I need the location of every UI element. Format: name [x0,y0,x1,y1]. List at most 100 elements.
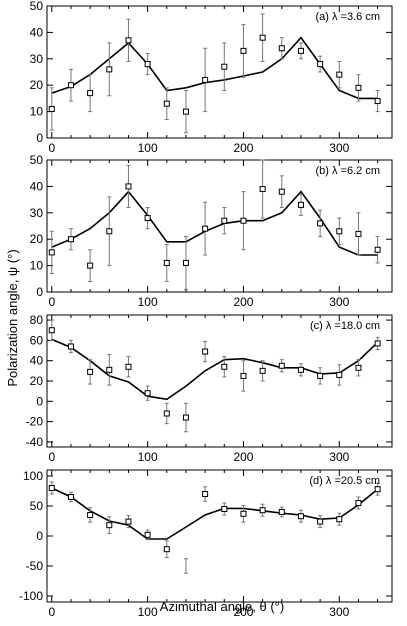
data-point [125,183,132,190]
data-point [202,76,209,83]
y-tick-label: -100 [19,589,43,603]
panel-label: (d) λ =20.5 cm [309,475,380,487]
panel-label: (c) λ =18.0 cm [310,320,380,332]
y-tick-label: -50 [26,559,44,573]
data-point [297,513,304,520]
data-point [106,228,113,235]
y-tick-label: 40 [30,25,44,39]
data-point [317,220,324,227]
x-tick-label: 200 [233,450,253,464]
panel-1: 0 100 200 300 0 10 20 30 40 50 (b) λ =6.2 cm [30,153,393,309]
y-tick-label: 50 [30,0,44,13]
data-point [259,34,266,41]
data-point [221,363,228,370]
data-point [221,217,228,224]
data-point [278,188,285,195]
y-tick-label: 20 [30,374,44,388]
x-tick-label: 200 [233,605,253,619]
data-point [163,546,170,553]
x-tick-label: 300 [329,450,349,464]
data-point [106,66,113,73]
data-point [202,348,209,355]
x-tick-label: 0 [48,295,55,309]
y-tick-label: -20 [26,415,44,429]
data-point [125,37,132,44]
data-point [144,61,151,68]
data-point [317,61,324,68]
data-point [67,343,74,350]
x-tick-label: 100 [138,605,158,619]
data-point [374,246,381,253]
data-point [259,186,266,193]
y-axis-title: Polarization angle, ψ (°) [5,249,20,386]
x-tick-label: 0 [48,605,55,619]
x-tick-label: 100 [138,141,158,155]
data-point [297,201,304,208]
x-tick-label: 200 [233,295,253,309]
y-tick-label: 30 [30,52,44,66]
data-point [374,98,381,105]
data-point [125,518,132,525]
model-curve [51,487,379,540]
data-point [163,100,170,107]
data-point [259,507,266,514]
data-point [182,259,189,266]
plot-frame [46,159,393,293]
y-tick-label: 40 [30,179,44,193]
data-point [67,236,74,243]
model-curve [51,338,379,401]
x-tick-label: 100 [138,295,158,309]
x-tick-label: 0 [48,141,55,155]
data-point [202,225,209,232]
y-tick-label: 30 [30,206,44,220]
data-point [355,230,362,237]
x-tick-label: 300 [329,605,349,619]
x-tick-label: 300 [329,295,349,309]
y-tick-label: 50 [30,499,44,513]
data-point [240,47,247,54]
data-point [221,506,228,512]
data-point [67,82,74,89]
y-tick-label: 0 [36,529,43,543]
data-point [106,522,113,529]
data-point [355,84,362,91]
plot-frame [46,314,393,448]
y-tick-label: 0 [36,285,43,299]
data-point [336,371,343,378]
data-point [163,410,170,417]
x-tick-label: 200 [233,141,253,155]
model-curve [51,190,378,256]
panel-0: 0 100 200 300 0 10 20 30 40 50 (a) λ =3.6 cm [30,0,393,155]
data-point [336,228,343,235]
y-tick-label: 100 [23,469,43,483]
plot-frame [46,469,393,603]
x-tick-label: 300 [329,141,349,155]
data-point [48,249,55,256]
data-point [163,259,170,266]
data-point [355,500,362,506]
y-tick-label: 20 [30,232,44,246]
data-point [48,105,55,112]
panel-3: 0 100 200 300 -100 -50 0 50 100 (d) λ =20.5 cm [19,469,393,619]
data-point [240,372,247,379]
y-tick-label: 80 [30,313,44,327]
data-point [144,531,151,538]
data-point [278,45,285,52]
panel-label: (b) λ =6.2 cm [316,165,381,177]
x-tick-label: 100 [138,450,158,464]
data-point [336,71,343,78]
data-point [317,518,324,525]
model-curve [51,36,378,100]
data-point [317,372,324,379]
y-tick-label: 20 [30,78,44,92]
x-tick-label: 0 [48,450,55,464]
data-point [374,340,381,347]
data-point [182,108,189,115]
y-tick-label: 10 [30,105,44,119]
y-tick-label: 60 [30,333,44,347]
data-point [240,510,247,517]
data-point [48,327,55,334]
data-point [144,215,151,222]
